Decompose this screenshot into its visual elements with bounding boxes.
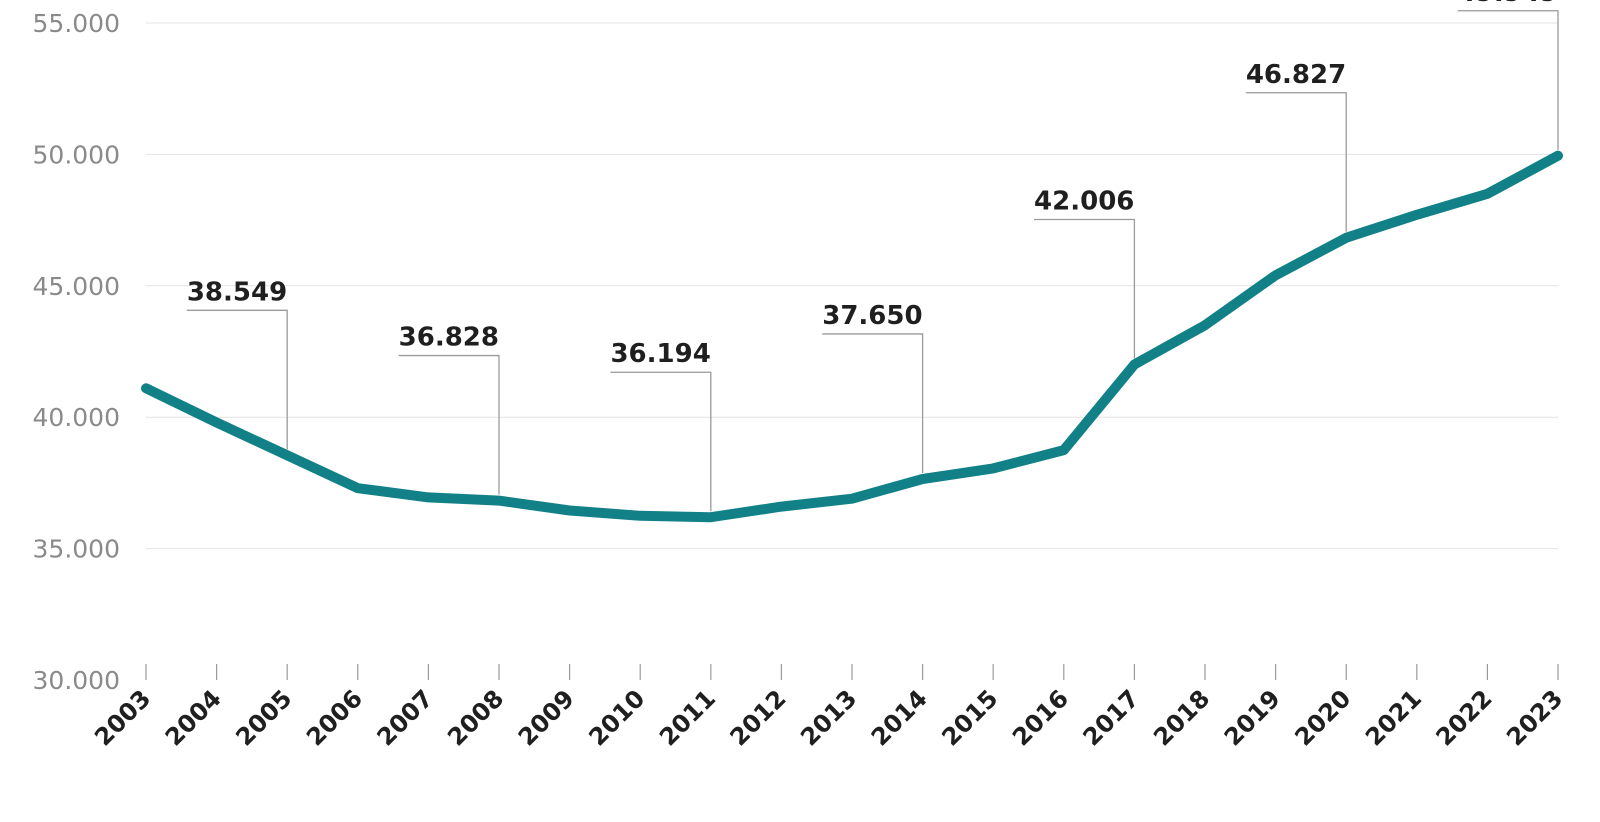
x-tick-label: 2006 <box>301 684 368 751</box>
x-tick-label: 2009 <box>513 684 580 751</box>
x-tick-label: 2021 <box>1360 684 1427 751</box>
annotation-leaders <box>186 10 1559 512</box>
series-line <box>141 150 1563 523</box>
x-tick-label: 2011 <box>654 684 721 751</box>
x-tick-label: 2014 <box>866 684 933 751</box>
gridlines <box>146 22 1558 550</box>
x-tick-label: 2015 <box>936 684 1003 751</box>
x-tick-label: 2023 <box>1501 684 1568 751</box>
y-tick-label: 55.000 <box>33 9 120 38</box>
annotation-leader <box>186 309 288 450</box>
annotation-leader <box>1457 10 1559 150</box>
x-axis: 2003 2004 2005 2006 2007 2008 2009 2010 2011 2012… <box>89 664 1568 751</box>
annotation-leader <box>1245 92 1347 232</box>
y-tick-label: 45.000 <box>33 272 120 301</box>
data-label: 42.006 <box>1034 186 1134 216</box>
y-tick-label: 50.000 <box>33 140 120 169</box>
y-tick-label: 35.000 <box>33 535 120 564</box>
annotation-leader <box>822 333 924 473</box>
data-label: 36.194 <box>610 339 710 369</box>
series-layer <box>141 150 1563 523</box>
x-tick-label: 2013 <box>795 684 862 751</box>
y-tick-label: 30.000 <box>33 666 120 695</box>
annotation-leader <box>610 371 712 512</box>
annotation-leader <box>1034 218 1136 359</box>
data-label: 46.827 <box>1246 60 1346 90</box>
x-tick-label: 2008 <box>442 684 509 751</box>
x-tick-label: 2012 <box>725 684 792 751</box>
x-tick-label: 2022 <box>1431 684 1498 751</box>
x-tick-label: 2007 <box>372 684 439 751</box>
x-tick-label: 2020 <box>1289 684 1356 751</box>
y-axis: 30.000 35.000 40.000 45.000 50.000 55.000 <box>33 9 120 695</box>
data-label: 36.828 <box>399 323 499 353</box>
data-label: 38.549 <box>187 277 287 307</box>
y-tick-label: 40.000 <box>33 403 120 432</box>
x-tick-label: 2004 <box>160 684 227 751</box>
x-tick-label: 2010 <box>583 684 650 751</box>
x-tick-label: 2005 <box>230 684 297 751</box>
x-tick-label: 2016 <box>1007 684 1074 751</box>
data-label: 49.949 <box>1458 0 1558 8</box>
x-tick-label: 2018 <box>1148 684 1215 751</box>
annotation-leader <box>398 354 500 495</box>
x-tick-label: 2019 <box>1219 684 1286 751</box>
data-label: 37.650 <box>822 301 922 331</box>
data-labels: 38.549 36.828 36.194 37.650 42.006 46.827 49.9… <box>187 0 1558 369</box>
x-tick-label: 2017 <box>1078 684 1145 751</box>
